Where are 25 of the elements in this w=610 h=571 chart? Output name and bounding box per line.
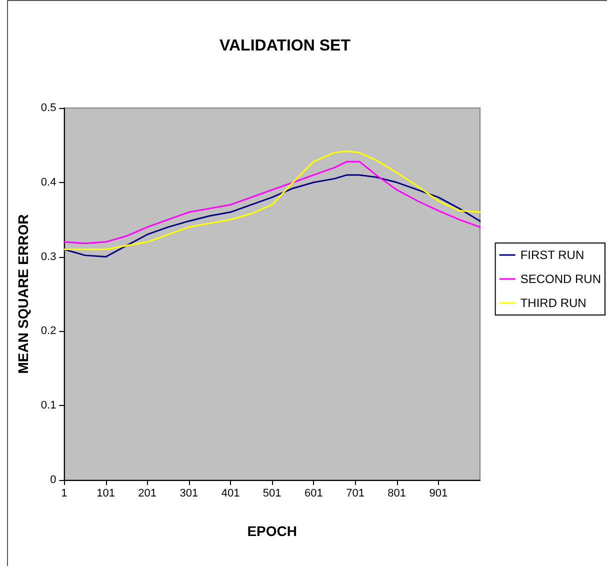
x-tick-label: 201 bbox=[138, 488, 157, 500]
y-tick-label: 0.1 bbox=[40, 400, 56, 412]
x-tick-label: 701 bbox=[346, 488, 364, 500]
x-tick-label: 101 bbox=[96, 488, 115, 500]
x-tick-label: 501 bbox=[262, 488, 282, 500]
x-tick-label: 1 bbox=[61, 488, 68, 500]
x-tick-label: 901 bbox=[429, 488, 448, 500]
legend-label: SECOND RUN bbox=[520, 272, 601, 286]
x-axis-title: EPOCH bbox=[247, 523, 297, 539]
y-tick-label: 0.5 bbox=[40, 102, 56, 114]
y-tick-label: 0.4 bbox=[40, 176, 56, 188]
legend-label: THIRD RUN bbox=[520, 296, 586, 310]
x-tick-label: 601 bbox=[304, 488, 323, 500]
line-series bbox=[63, 150, 481, 250]
y-axis-title: MEAN SQUARE ERROR bbox=[15, 214, 31, 374]
y-tick-label: 0.2 bbox=[40, 325, 56, 338]
x-tick-label: 401 bbox=[221, 488, 240, 500]
legend-label: FIRST RUN bbox=[520, 248, 584, 262]
x-tick-label: 301 bbox=[180, 488, 198, 500]
y-tick-label: 0 bbox=[50, 474, 56, 486]
y-tick-label: 0.3 bbox=[40, 250, 56, 263]
line-series bbox=[63, 160, 481, 244]
line-series bbox=[63, 174, 481, 258]
x-tick-label: 801 bbox=[388, 488, 406, 500]
chart-title: VALIDATION SET bbox=[220, 38, 351, 54]
